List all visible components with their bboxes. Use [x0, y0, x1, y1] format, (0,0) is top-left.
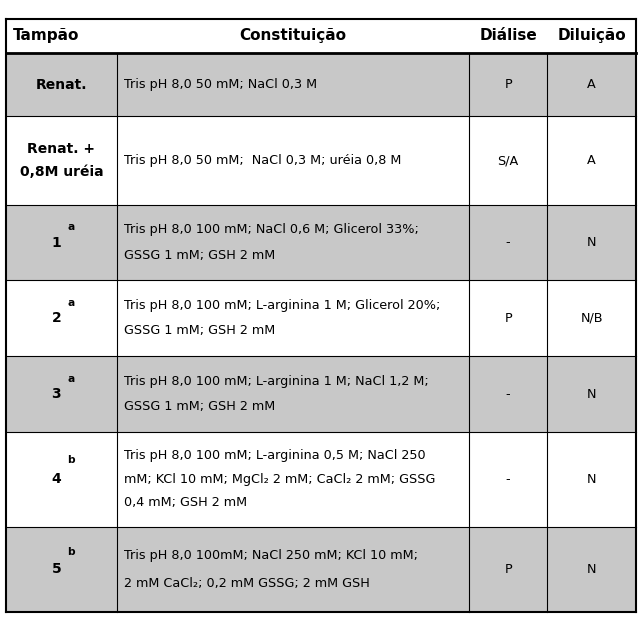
Text: Tampão: Tampão: [13, 28, 79, 43]
Text: 3: 3: [51, 387, 61, 401]
Text: P: P: [505, 563, 512, 576]
Text: -: -: [506, 236, 510, 249]
Text: b: b: [67, 547, 75, 557]
Bar: [6, 53, 636, 116]
Text: N: N: [587, 563, 596, 576]
Text: P: P: [505, 312, 512, 325]
Bar: [6, 116, 636, 205]
Text: 2: 2: [51, 311, 61, 325]
Bar: [6, 205, 636, 281]
Text: GSSG 1 mM; GSH 2 mM: GSSG 1 mM; GSH 2 mM: [125, 248, 275, 261]
Text: Renat.: Renat.: [36, 78, 87, 92]
Text: Tris pH 8,0 50 mM; NaCl 0,3 M: Tris pH 8,0 50 mM; NaCl 0,3 M: [125, 78, 317, 91]
Text: a: a: [67, 222, 74, 232]
Text: GSSG 1 mM; GSH 2 mM: GSSG 1 mM; GSH 2 mM: [125, 324, 275, 337]
Bar: [6, 356, 636, 432]
Text: A: A: [587, 154, 596, 167]
Text: Diluição: Diluição: [557, 28, 626, 43]
Bar: [6, 281, 636, 356]
Text: S/A: S/A: [498, 154, 519, 167]
Text: N/B: N/B: [580, 312, 603, 325]
Text: 1: 1: [51, 235, 61, 250]
Text: a: a: [67, 298, 74, 308]
Text: a: a: [67, 374, 74, 384]
Text: -: -: [506, 387, 510, 400]
Bar: [6, 19, 636, 53]
Text: N: N: [587, 236, 596, 249]
Text: mM; KCl 10 mM; MgCl₂ 2 mM; CaCl₂ 2 mM; GSSG: mM; KCl 10 mM; MgCl₂ 2 mM; CaCl₂ 2 mM; G…: [125, 473, 436, 486]
Text: Tris pH 8,0 100 mM; L-arginina 0,5 M; NaCl 250: Tris pH 8,0 100 mM; L-arginina 0,5 M; Na…: [125, 449, 426, 462]
Text: GSSG 1 mM; GSH 2 mM: GSSG 1 mM; GSH 2 mM: [125, 400, 275, 413]
Bar: [6, 527, 636, 612]
Text: A: A: [587, 78, 596, 91]
Text: Tris pH 8,0 100 mM; L-arginina 1 M; NaCl 1,2 M;: Tris pH 8,0 100 mM; L-arginina 1 M; NaCl…: [125, 375, 429, 388]
Text: 5: 5: [51, 562, 61, 576]
Text: N: N: [587, 387, 596, 400]
Text: Tris pH 8,0 100mM; NaCl 250 mM; KCl 10 mM;: Tris pH 8,0 100mM; NaCl 250 mM; KCl 10 m…: [125, 549, 418, 562]
Text: Diálise: Diálise: [480, 28, 537, 43]
Text: P: P: [505, 78, 512, 91]
Text: Renat. +
0,8M uréia: Renat. + 0,8M uréia: [20, 142, 103, 179]
Text: Tris pH 8,0 100 mM; L-arginina 1 M; Glicerol 20%;: Tris pH 8,0 100 mM; L-arginina 1 M; Glic…: [125, 299, 440, 312]
Text: Tris pH 8,0 100 mM; NaCl 0,6 M; Glicerol 33%;: Tris pH 8,0 100 mM; NaCl 0,6 M; Glicerol…: [125, 224, 419, 237]
Text: 2 mM CaCl₂; 0,2 mM GSSG; 2 mM GSH: 2 mM CaCl₂; 0,2 mM GSSG; 2 mM GSH: [125, 577, 370, 590]
Text: 0,4 mM; GSH 2 mM: 0,4 mM; GSH 2 mM: [125, 496, 247, 509]
Text: N: N: [587, 473, 596, 486]
Text: Constituição: Constituição: [239, 28, 346, 43]
Text: b: b: [67, 455, 75, 465]
Bar: [6, 432, 636, 527]
Text: Tris pH 8,0 50 mM;  NaCl 0,3 M; uréia 0,8 M: Tris pH 8,0 50 mM; NaCl 0,3 M; uréia 0,8…: [125, 154, 402, 167]
Text: 4: 4: [51, 472, 61, 486]
Text: -: -: [506, 473, 510, 486]
